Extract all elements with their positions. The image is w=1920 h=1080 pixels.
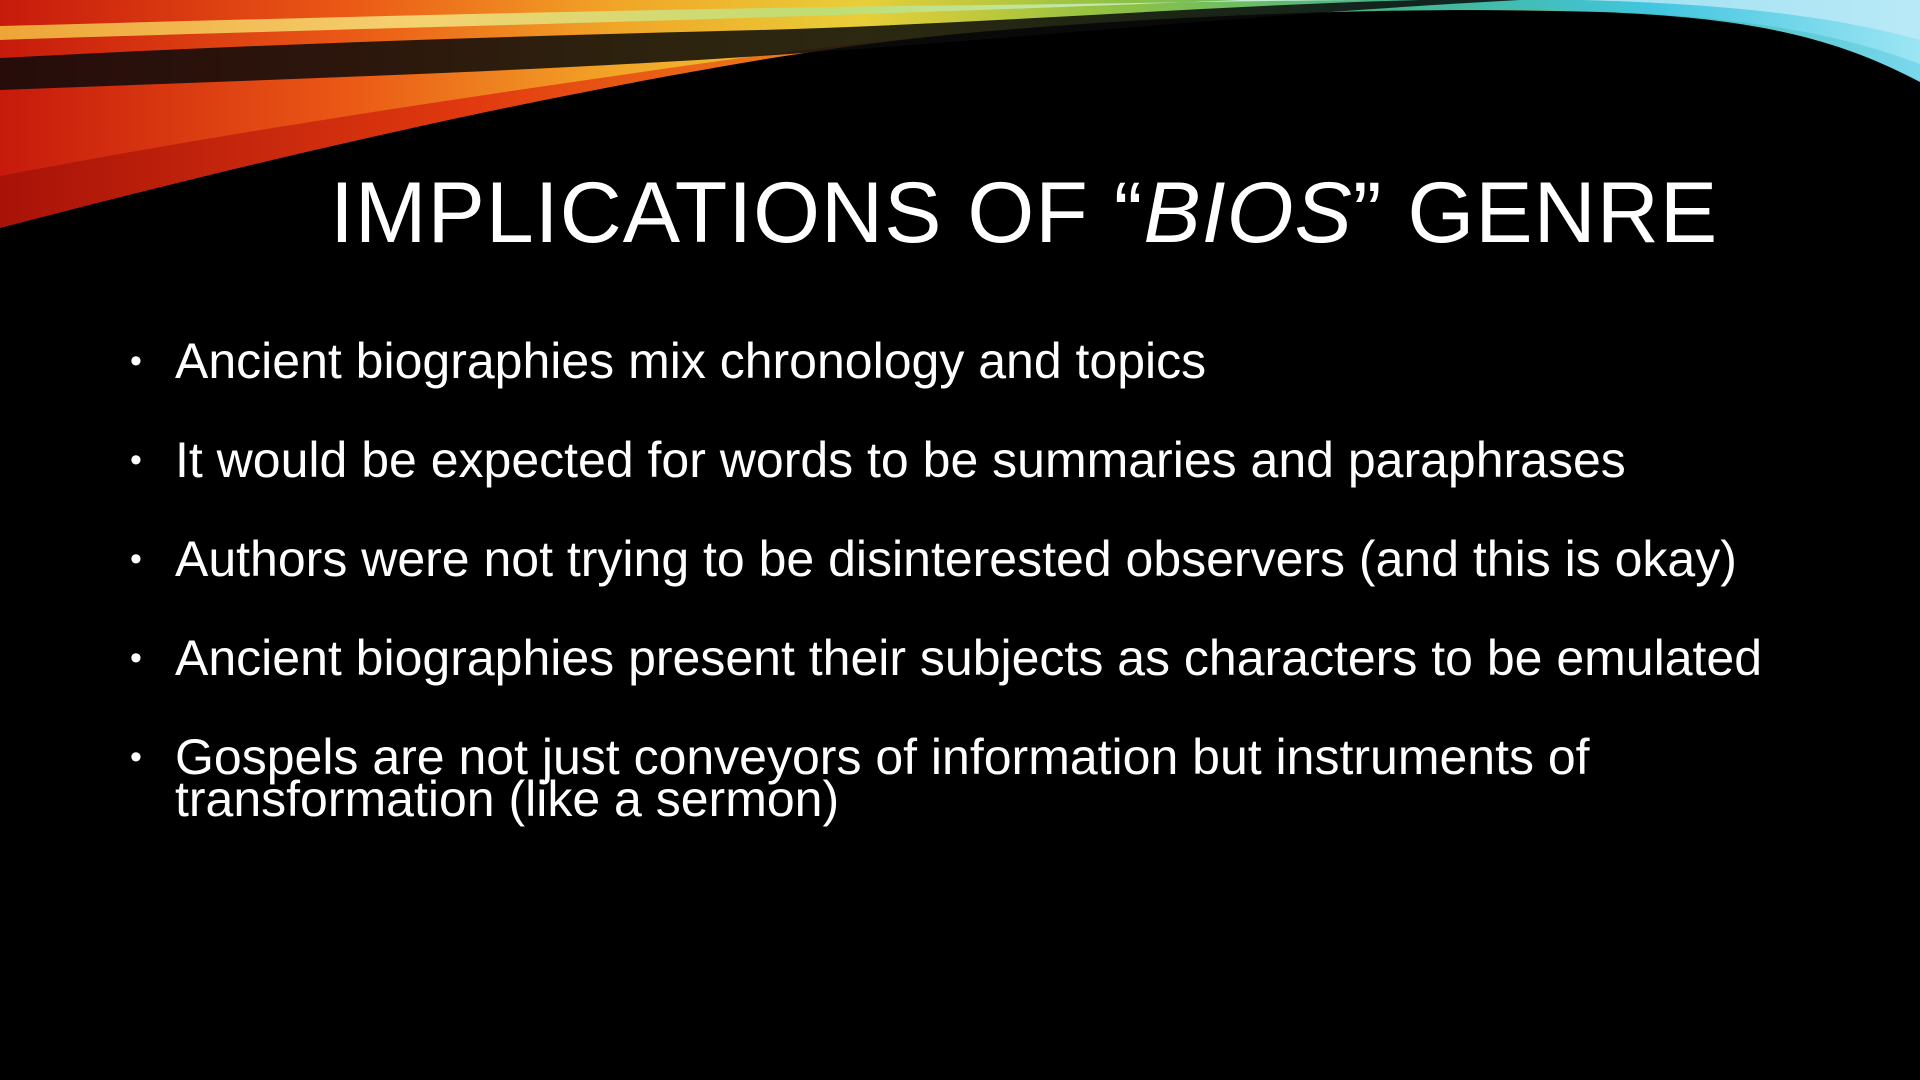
- title-italic-term: BIOS: [1143, 165, 1353, 261]
- rainbow-ribbon-decoration: [0, 0, 1920, 228]
- title-suffix: ” GENRE: [1352, 165, 1719, 261]
- slide-title: IMPLICATIONS OF “BIOS” GENRE: [330, 166, 1830, 261]
- bullet-item: Gospels are not just conveyors of inform…: [130, 732, 1790, 824]
- bullet-item: Ancient biographies mix chronology and t…: [130, 336, 1790, 386]
- title-prefix: IMPLICATIONS OF “: [330, 165, 1144, 261]
- bullet-item: Ancient biographies present their subjec…: [130, 633, 1790, 683]
- bullet-item: It would be expected for words to be sum…: [130, 435, 1790, 485]
- bullet-item: Authors were not trying to be disinteres…: [130, 534, 1790, 584]
- bullet-list: Ancient biographies mix chronology and t…: [130, 336, 1790, 877]
